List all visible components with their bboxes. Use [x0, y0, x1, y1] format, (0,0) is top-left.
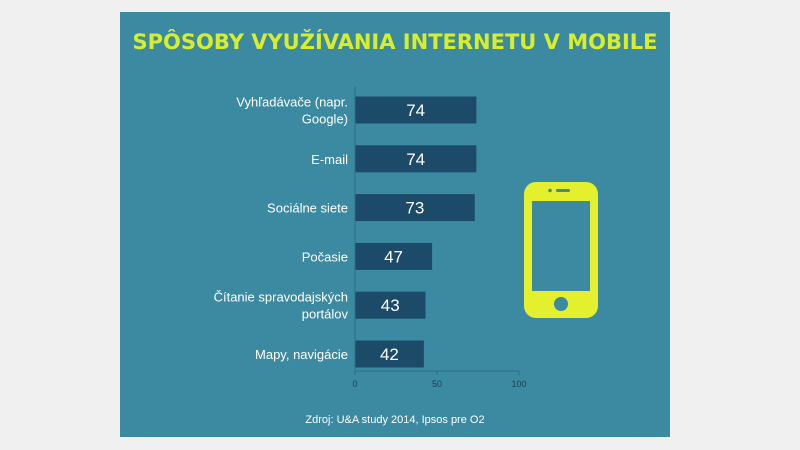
x-tick-label: 0 — [352, 379, 357, 389]
category-label: E-mail — [311, 152, 348, 167]
x-tick-label: 100 — [511, 379, 526, 389]
bar-chart: 74 Vyhľadávače (napr. Google) 74 E-mail 73 Soc… — [214, 86, 527, 389]
bar — [355, 340, 424, 368]
category-label: Počasie — [302, 249, 348, 264]
bar-value-label: 42 — [380, 345, 399, 364]
category-label: Čítanie spravodajských portálov — [214, 290, 349, 322]
category-label: Sociálne siete — [267, 201, 348, 216]
bar — [355, 145, 477, 173]
bar-value-label: 43 — [381, 296, 400, 315]
chart-title: SPÔSOBY VYUŽÍVANIA INTERNETU V MOBILE — [132, 30, 658, 54]
bar-value-label: 47 — [384, 247, 403, 266]
category-label: Vyhľadávače (napr. Google) — [236, 95, 348, 127]
smartphone-icon — [524, 182, 598, 318]
bar — [355, 291, 426, 319]
x-tick-label: 50 — [432, 379, 442, 389]
bar — [355, 96, 477, 124]
bar — [355, 194, 475, 222]
category-label: Mapy, navigácie — [255, 347, 348, 362]
bar-value-label: 74 — [406, 150, 425, 169]
bar-value-label: 74 — [406, 101, 425, 120]
bar-value-label: 73 — [405, 199, 424, 218]
bar — [355, 242, 433, 270]
slide: SPÔSOBY VYUŽÍVANIA INTERNETU V MOBILE 74… — [120, 12, 670, 437]
source-note: Zdroj: U&A study 2014, Ipsos pre O2 — [305, 414, 485, 426]
